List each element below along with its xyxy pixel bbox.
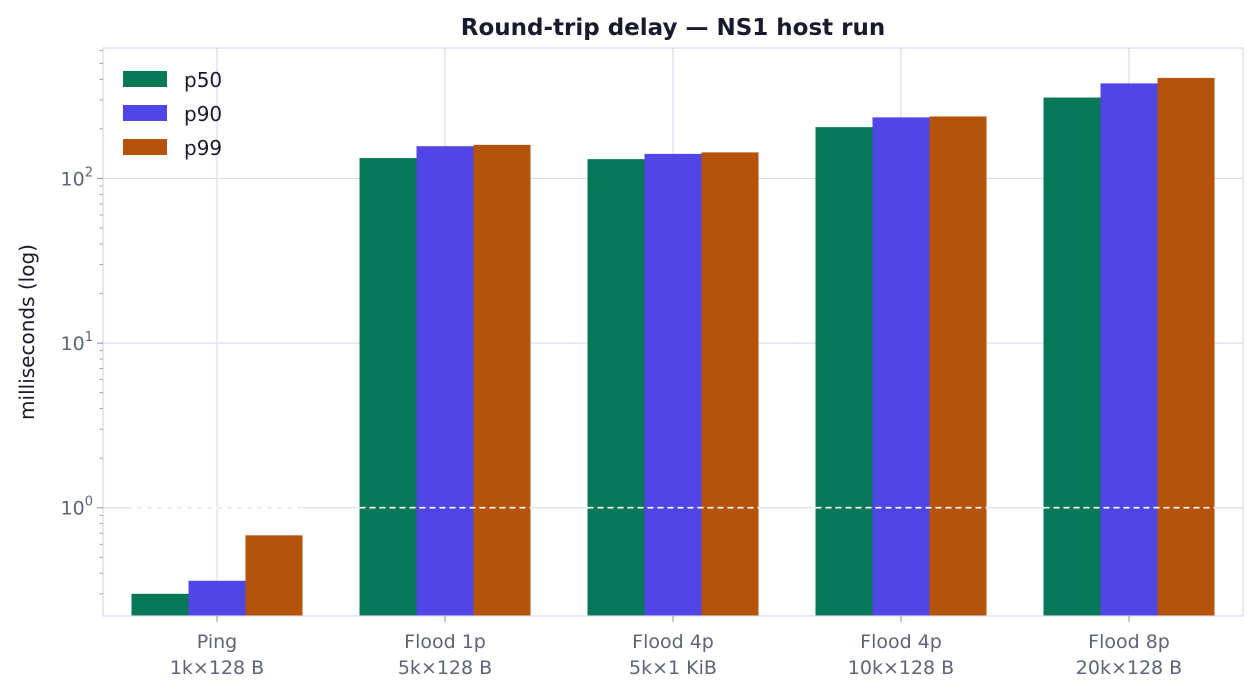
x-tick-label: 5k×128 B (398, 657, 492, 679)
y-tick-label: 102 (61, 165, 93, 190)
bar-p90 (872, 117, 930, 617)
legend-label-p99: p99 (184, 136, 222, 160)
chart-title: Round-trip delay — NS1 host run (461, 15, 886, 41)
y-axis-label: milliseconds (log) (15, 244, 39, 420)
y-tick-label: 101 (61, 330, 93, 355)
x-tick-label: 20k×128 B (1076, 657, 1182, 679)
x-tick-label: Flood 1p (404, 631, 486, 653)
bar-p99 (701, 152, 759, 616)
bar-p99 (473, 144, 531, 617)
y-axis: 100 101 102 (61, 49, 103, 595)
legend-swatch-p99 (123, 139, 167, 155)
x-tick-label: Ping (197, 631, 237, 653)
legend-swatch-p90 (123, 105, 167, 121)
x-tick-label: Flood 8p (1088, 631, 1170, 653)
x-tick-label: Flood 4p (632, 631, 714, 653)
bar-p50 (1043, 97, 1101, 616)
legend: p50 p90 p99 (123, 68, 222, 160)
legend-swatch-p50 (123, 71, 167, 87)
bar-p99 (929, 116, 987, 617)
x-tick-label: Flood 4p (860, 631, 942, 653)
bar-p90 (644, 153, 702, 616)
legend-label-p50: p50 (184, 68, 222, 92)
bar-p50 (131, 593, 189, 616)
x-axis: Ping 1k×128 B Flood 1p 5k×128 B Flood 4p 5k×1… (170, 616, 1182, 679)
bar-p50 (815, 127, 873, 616)
y-tick-label: 100 (61, 495, 93, 520)
bar-p99 (1157, 77, 1215, 617)
bar-p90 (416, 146, 474, 617)
legend-label-p90: p90 (184, 102, 222, 126)
bar-p90 (1100, 83, 1158, 617)
bars (131, 77, 1215, 617)
bar-p99 (245, 535, 303, 616)
x-tick-label: 1k×128 B (170, 657, 264, 679)
bar-p90 (188, 580, 246, 616)
bar-p50 (359, 158, 417, 616)
bar-p50 (587, 159, 645, 617)
x-tick-label: 10k×128 B (848, 657, 954, 679)
x-tick-label: 5k×1 KiB (629, 657, 717, 679)
